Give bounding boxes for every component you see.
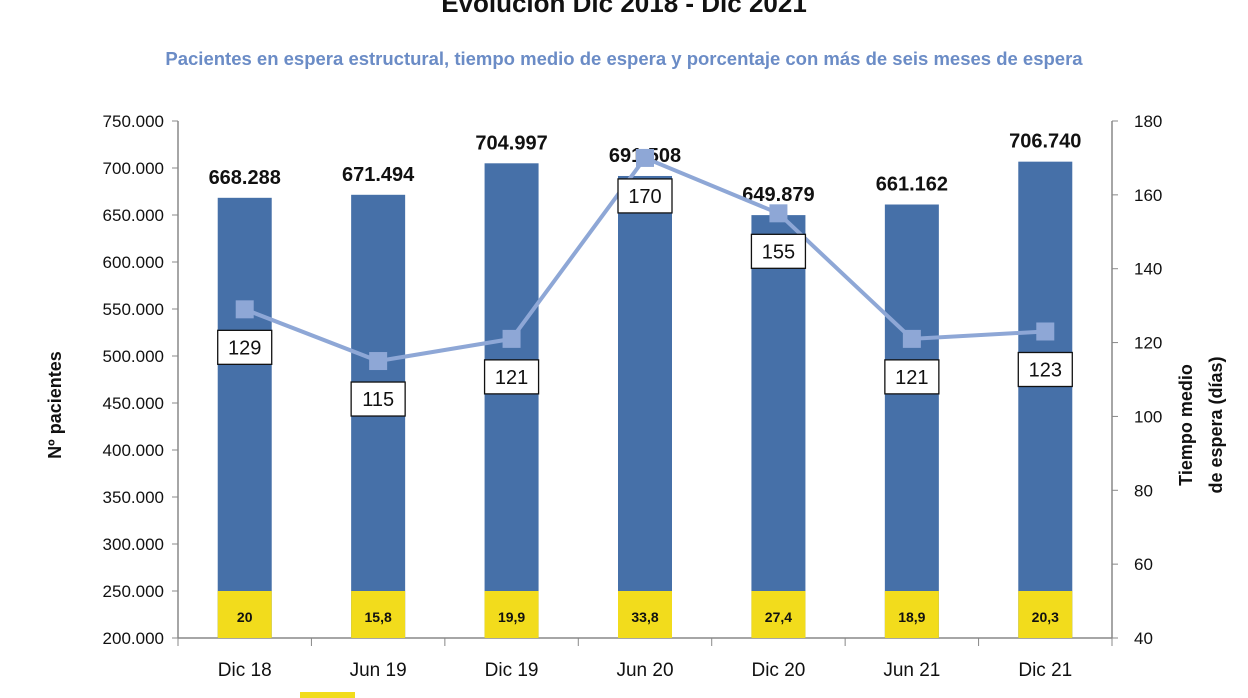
y-tick-label: 450.000	[103, 394, 164, 413]
y-tick-label: 600.000	[103, 253, 164, 272]
line-marker	[636, 148, 654, 167]
chart-subtitle: Pacientes en espera estructural, tiempo …	[165, 48, 1083, 69]
bar	[1018, 161, 1073, 638]
line-marker	[1036, 322, 1055, 341]
line-label-box	[617, 178, 673, 214]
line-label: 155	[762, 241, 795, 263]
line-label-box	[1017, 351, 1073, 388]
bar	[484, 163, 539, 638]
line-label: 121	[895, 367, 928, 389]
line-label-box	[350, 381, 406, 417]
y-right-tick-label: 140	[1134, 260, 1162, 279]
bar-label: 661.162	[876, 174, 948, 196]
bar	[618, 175, 672, 638]
y-tick-label: 200.000	[103, 629, 164, 648]
y-right-tick-label: 100	[1134, 407, 1162, 426]
line-marker	[235, 300, 254, 319]
line-label: 115	[362, 389, 394, 411]
y-tick-label: 400.000	[103, 441, 164, 460]
inset-bar	[351, 591, 406, 638]
bar-label: 649.879	[742, 184, 814, 206]
line-label: 123	[1029, 359, 1062, 381]
inset-bar-label: 18,9	[898, 609, 925, 625]
bar-label: 706.740	[1009, 131, 1081, 153]
inset-bar-label: 20,3	[1032, 609, 1059, 625]
y-right-axis-title-line2: de espera (días)	[1206, 356, 1226, 493]
inset-bar-label: 20	[237, 609, 253, 625]
chart-title: Evolución Dic 2018 - Dic 2021	[441, 0, 807, 18]
inset-bar-label: 33,8	[631, 609, 658, 625]
y-axis-title: Nº pacientes	[45, 351, 65, 459]
inset-bar	[217, 591, 272, 638]
x-tick-label: Jun 19	[350, 660, 407, 681]
inset-bar	[484, 591, 539, 638]
y-right-tick-label: 40	[1134, 629, 1153, 648]
line-label-box	[217, 329, 273, 365]
x-tick-label: Dic 19	[485, 660, 539, 681]
y-tick-label: 700.000	[103, 159, 164, 178]
x-tick-label: Jun 21	[883, 660, 940, 681]
y-right-tick-label: 60	[1134, 555, 1153, 574]
x-tick-label: Dic 20	[751, 660, 805, 681]
line-label-box	[750, 233, 807, 269]
legend-swatch	[300, 692, 355, 698]
line-marker	[502, 329, 521, 348]
y-right-tick-label: 80	[1134, 481, 1153, 500]
line-label: 170	[628, 186, 661, 208]
y-tick-label: 500.000	[103, 347, 164, 366]
y-right-axis-title-line1: Tiempo medio	[1176, 364, 1196, 486]
bar-label: 704.997	[475, 132, 547, 154]
inset-bar-label: 27,4	[765, 609, 792, 625]
y-right-tick-label: 120	[1134, 334, 1162, 353]
bar	[751, 215, 806, 638]
line-label-box	[483, 359, 540, 395]
y-tick-label: 300.000	[103, 535, 164, 554]
line-label: 121	[495, 367, 528, 389]
inset-bar	[618, 591, 672, 638]
y-right-tick-label: 180	[1134, 112, 1162, 131]
x-tick-label: Dic 21	[1018, 660, 1072, 681]
inset-bar-label: 19,9	[498, 609, 525, 625]
line-marker	[369, 352, 388, 371]
inset-bar	[1018, 591, 1073, 638]
y-tick-label: 350.000	[103, 488, 164, 507]
inset-bar	[884, 591, 939, 638]
x-tick-label: Dic 18	[218, 660, 272, 681]
x-tick-label: Jun 20	[616, 660, 673, 681]
bar	[884, 204, 939, 638]
y-tick-label: 750.000	[103, 112, 164, 131]
bar-label: 671.494	[342, 164, 415, 186]
y-tick-label: 650.000	[103, 206, 164, 225]
y-right-tick-label: 160	[1134, 186, 1162, 205]
line-marker	[769, 204, 788, 223]
line-label: 129	[228, 337, 261, 359]
line-marker	[902, 329, 921, 348]
bar	[217, 197, 272, 639]
inset-bar	[751, 591, 806, 638]
y-tick-label: 550.000	[103, 300, 164, 319]
line-label-box	[884, 359, 940, 395]
inset-bar-label: 15,8	[365, 609, 392, 625]
y-tick-label: 250.000	[103, 582, 164, 601]
bar-label: 668.288	[209, 167, 281, 189]
